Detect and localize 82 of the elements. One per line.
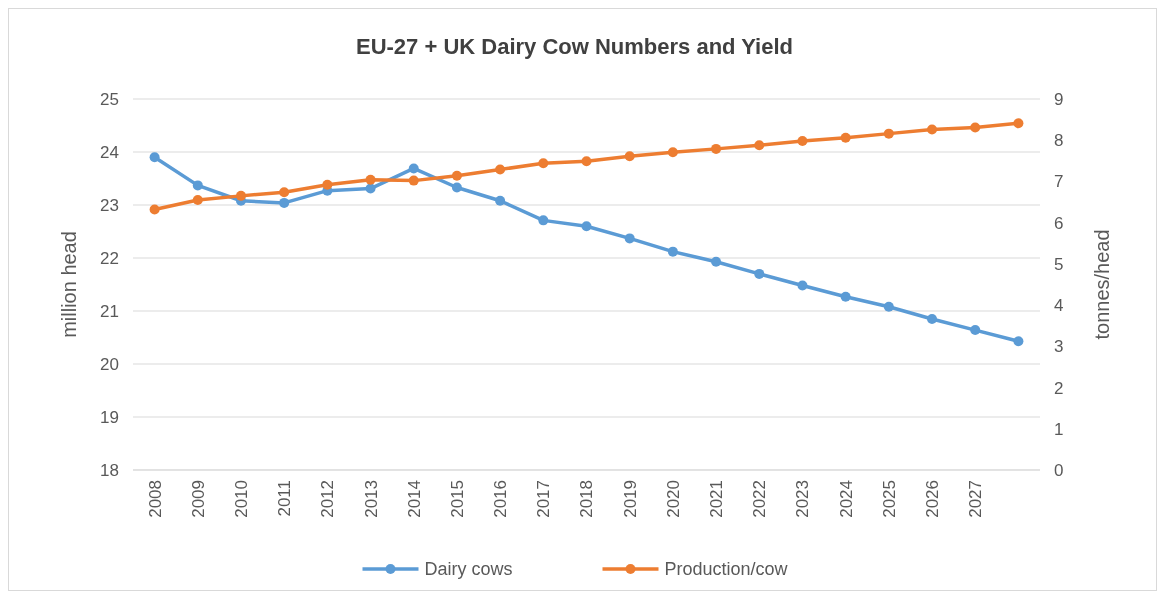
x-tick-label: 2023 — [793, 480, 813, 518]
legend-label: Dairy cows — [424, 559, 513, 580]
point — [279, 197, 290, 208]
x-tick-label: 2018 — [577, 480, 597, 518]
y2-tick-label: 9 — [1054, 89, 1064, 109]
point — [970, 325, 981, 336]
point — [667, 147, 678, 158]
x-tick-label: 2016 — [491, 480, 511, 518]
y-tick-label: 24 — [100, 142, 119, 162]
point — [883, 301, 894, 312]
point — [754, 140, 765, 151]
point — [797, 136, 808, 147]
point — [840, 291, 851, 302]
x-tick-label: 2009 — [188, 480, 208, 518]
x-tick-label: 2022 — [750, 480, 770, 518]
point — [451, 170, 462, 181]
y-tick-label: 22 — [100, 248, 119, 268]
point — [927, 124, 938, 135]
point — [322, 179, 333, 190]
x-tick-label: 2008 — [145, 480, 165, 518]
y2-tick-label: 0 — [1054, 460, 1064, 480]
point — [538, 158, 549, 169]
x-tick-label: 2015 — [447, 480, 467, 518]
x-tick-label: 2021 — [707, 480, 727, 518]
point — [192, 180, 203, 191]
point — [581, 221, 592, 232]
point — [711, 143, 722, 154]
x-tick-label: 2012 — [318, 480, 338, 518]
y2-tick-label: 3 — [1054, 337, 1064, 357]
x-tick-label: 2010 — [231, 480, 251, 518]
point — [408, 163, 419, 174]
point — [279, 187, 290, 198]
y-tick-label: 18 — [100, 460, 119, 480]
y-tick-label: 19 — [100, 407, 119, 427]
point — [495, 164, 506, 175]
point — [624, 233, 635, 244]
point — [1013, 336, 1024, 347]
x-tick-label: 2027 — [966, 480, 986, 518]
y2-tick-label: 2 — [1054, 378, 1064, 398]
x-tick-label: 2013 — [361, 480, 381, 518]
point — [495, 195, 506, 206]
y2-axis-title: tonnes/head — [1091, 229, 1113, 340]
point — [581, 156, 592, 167]
point — [624, 151, 635, 162]
y2-tick-label: 4 — [1054, 296, 1064, 316]
point — [149, 152, 160, 163]
y-tick-label: 25 — [100, 89, 119, 109]
y-tick-label: 23 — [100, 195, 119, 215]
point — [1013, 118, 1024, 129]
x-tick-label: 2011 — [275, 480, 295, 517]
y2-tick-label: 6 — [1054, 213, 1064, 233]
point — [192, 194, 203, 205]
chart-title: EU-27 + UK Dairy Cow Numbers and Yield — [355, 34, 794, 59]
point — [840, 132, 851, 143]
point — [451, 182, 462, 193]
y2-tick-label: 5 — [1054, 254, 1064, 274]
x-tick-label: 2014 — [404, 480, 424, 518]
point — [754, 268, 765, 279]
point — [797, 280, 808, 291]
legend-label: Production/cow — [664, 559, 789, 580]
y2-tick-label: 1 — [1054, 419, 1064, 439]
x-tick-label: 2020 — [663, 480, 683, 518]
point — [149, 204, 160, 215]
y2-tick-label: 7 — [1054, 172, 1064, 192]
point — [235, 190, 246, 201]
point — [365, 174, 376, 185]
point — [970, 122, 981, 133]
x-tick-label: 2026 — [922, 480, 942, 518]
point — [711, 256, 722, 267]
y-tick-label: 21 — [100, 301, 119, 321]
point — [408, 175, 419, 186]
point — [883, 128, 894, 139]
x-tick-label: 2025 — [879, 480, 899, 518]
x-tick-label: 2017 — [534, 480, 554, 518]
point — [538, 215, 549, 226]
y-axis-title: million head — [58, 231, 80, 338]
x-tick-label: 2019 — [620, 480, 640, 518]
y-tick-label: 20 — [100, 354, 119, 374]
x-tick-label: 2024 — [836, 480, 856, 518]
point — [927, 313, 938, 324]
y2-tick-label: 8 — [1054, 131, 1064, 151]
point — [667, 246, 678, 257]
